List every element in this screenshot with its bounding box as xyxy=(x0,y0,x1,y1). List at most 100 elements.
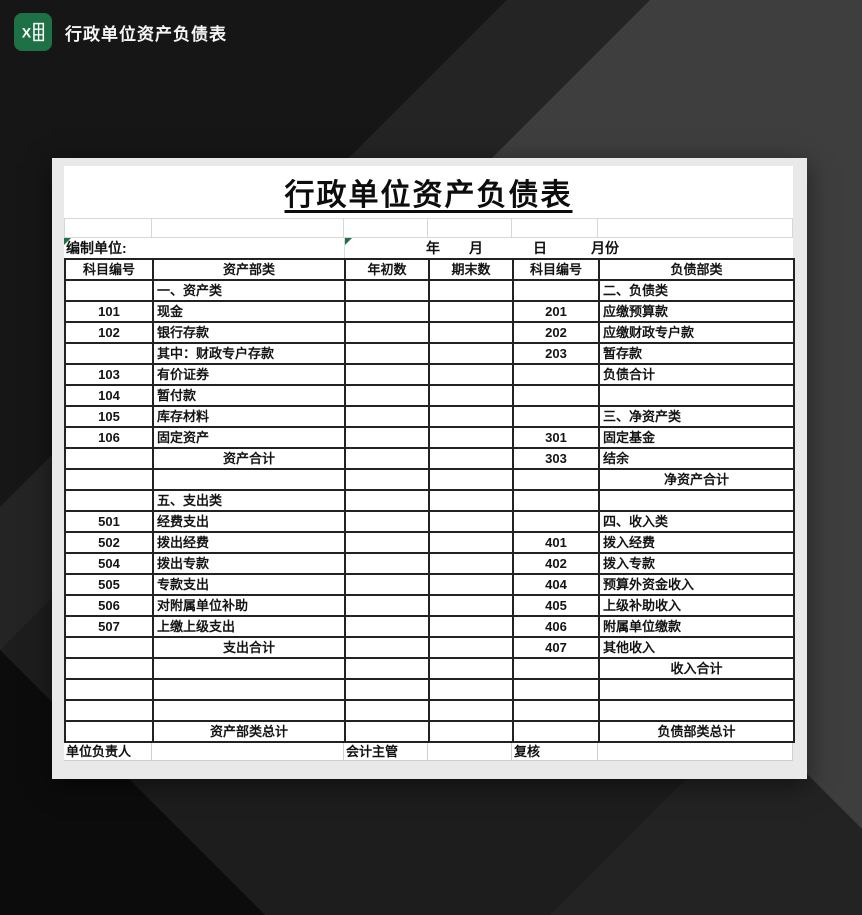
sheet-title-cell[interactable]: 行政单位资产负债表 xyxy=(64,166,793,218)
asset-code-cell[interactable]: 104 xyxy=(64,384,154,407)
ending-balance-cell[interactable] xyxy=(428,699,514,722)
liability-code-cell[interactable]: 401 xyxy=(512,531,600,554)
liability-code-cell[interactable]: 405 xyxy=(512,594,600,617)
beginning-balance-cell[interactable] xyxy=(344,426,430,449)
beginning-balance-cell[interactable] xyxy=(344,510,430,533)
liability-name-cell[interactable]: 其他收入 xyxy=(598,636,795,659)
liability-code-cell[interactable] xyxy=(512,384,600,407)
ending-balance-cell[interactable] xyxy=(428,720,514,743)
liability-name-cell[interactable] xyxy=(598,489,795,512)
liability-code-cell[interactable] xyxy=(512,678,600,701)
liability-name-cell[interactable]: 净资产合计 xyxy=(598,468,795,491)
beginning-balance-cell[interactable] xyxy=(344,615,430,638)
unit-head-signature-cell[interactable] xyxy=(152,743,344,760)
column-header-account-code-right[interactable]: 科目编号 xyxy=(512,258,600,281)
empty-cell[interactable] xyxy=(598,219,793,237)
empty-cell[interactable] xyxy=(344,219,428,237)
beginning-balance-cell[interactable] xyxy=(344,384,430,407)
liability-code-cell[interactable]: 402 xyxy=(512,552,600,575)
liability-name-cell[interactable]: 附属单位缴款 xyxy=(598,615,795,638)
asset-name-cell[interactable]: 资产部类总计 xyxy=(152,720,346,743)
asset-name-cell[interactable]: 银行存款 xyxy=(152,321,346,344)
asset-name-cell[interactable] xyxy=(152,699,346,722)
liability-name-cell[interactable]: 应缴预算款 xyxy=(598,300,795,323)
asset-code-cell[interactable]: 505 xyxy=(64,573,154,596)
liability-name-cell[interactable]: 拨入经费 xyxy=(598,531,795,554)
liability-name-cell[interactable]: 拨入专款 xyxy=(598,552,795,575)
asset-name-cell[interactable] xyxy=(152,657,346,680)
ending-balance-cell[interactable] xyxy=(428,678,514,701)
asset-name-cell[interactable]: 资产合计 xyxy=(152,447,346,470)
liability-code-cell[interactable]: 404 xyxy=(512,573,600,596)
liability-code-cell[interactable]: 301 xyxy=(512,426,600,449)
liability-code-cell[interactable] xyxy=(512,468,600,491)
ending-balance-cell[interactable] xyxy=(428,342,514,365)
chief-accountant-label-cell[interactable]: 会计主管 xyxy=(344,743,428,760)
asset-code-cell[interactable]: 101 xyxy=(64,300,154,323)
beginning-balance-cell[interactable] xyxy=(344,573,430,596)
unit-head-label-cell[interactable]: 单位负责人 xyxy=(64,743,152,760)
liability-name-cell[interactable]: 二、负债类 xyxy=(598,279,795,302)
date-cell[interactable]: 年 月 日 月份 xyxy=(344,238,793,258)
beginning-balance-cell[interactable] xyxy=(344,321,430,344)
ending-balance-cell[interactable] xyxy=(428,657,514,680)
beginning-balance-cell[interactable] xyxy=(344,594,430,617)
ending-balance-cell[interactable] xyxy=(428,615,514,638)
asset-name-cell[interactable]: 专款支出 xyxy=(152,573,346,596)
ending-balance-cell[interactable] xyxy=(428,426,514,449)
liability-name-cell[interactable]: 暂存款 xyxy=(598,342,795,365)
chief-accountant-signature-cell[interactable] xyxy=(428,743,512,760)
asset-name-cell[interactable]: 有价证券 xyxy=(152,363,346,386)
column-header-ending-balance[interactable]: 期末数 xyxy=(428,258,514,281)
liability-name-cell[interactable]: 结余 xyxy=(598,447,795,470)
beginning-balance-cell[interactable] xyxy=(344,657,430,680)
asset-code-cell[interactable]: 103 xyxy=(64,363,154,386)
liability-name-cell[interactable]: 四、收入类 xyxy=(598,510,795,533)
ending-balance-cell[interactable] xyxy=(428,279,514,302)
liability-code-cell[interactable]: 201 xyxy=(512,300,600,323)
ending-balance-cell[interactable] xyxy=(428,300,514,323)
liability-code-cell[interactable] xyxy=(512,510,600,533)
liability-name-cell[interactable]: 三、净资产类 xyxy=(598,405,795,428)
column-header-asset-category[interactable]: 资产部类 xyxy=(152,258,346,281)
empty-cell[interactable] xyxy=(152,219,344,237)
liability-name-cell[interactable] xyxy=(598,384,795,407)
beginning-balance-cell[interactable] xyxy=(344,279,430,302)
liability-name-cell[interactable]: 收入合计 xyxy=(598,657,795,680)
ending-balance-cell[interactable] xyxy=(428,321,514,344)
liability-code-cell[interactable]: 406 xyxy=(512,615,600,638)
liability-name-cell[interactable]: 固定基金 xyxy=(598,426,795,449)
liability-name-cell[interactable] xyxy=(598,678,795,701)
asset-code-cell[interactable] xyxy=(64,657,154,680)
asset-code-cell[interactable]: 501 xyxy=(64,510,154,533)
asset-name-cell[interactable]: 支出合计 xyxy=(152,636,346,659)
asset-code-cell[interactable] xyxy=(64,636,154,659)
liability-name-cell[interactable]: 应缴财政专户款 xyxy=(598,321,795,344)
asset-code-cell[interactable] xyxy=(64,468,154,491)
beginning-balance-cell[interactable] xyxy=(344,531,430,554)
liability-name-cell[interactable]: 负债部类总计 xyxy=(598,720,795,743)
asset-code-cell[interactable] xyxy=(64,489,154,512)
ending-balance-cell[interactable] xyxy=(428,468,514,491)
column-header-beginning-balance[interactable]: 年初数 xyxy=(344,258,430,281)
empty-cell[interactable] xyxy=(428,219,512,237)
ending-balance-cell[interactable] xyxy=(428,531,514,554)
asset-name-cell[interactable]: 上缴上级支出 xyxy=(152,615,346,638)
asset-name-cell[interactable]: 五、支出类 xyxy=(152,489,346,512)
asset-code-cell[interactable]: 506 xyxy=(64,594,154,617)
beginning-balance-cell[interactable] xyxy=(344,468,430,491)
ending-balance-cell[interactable] xyxy=(428,447,514,470)
asset-name-cell[interactable]: 经费支出 xyxy=(152,510,346,533)
ending-balance-cell[interactable] xyxy=(428,363,514,386)
prepared-by-cell[interactable]: 编制单位: xyxy=(64,238,344,258)
asset-name-cell[interactable]: 暂付款 xyxy=(152,384,346,407)
asset-name-cell[interactable] xyxy=(152,678,346,701)
beginning-balance-cell[interactable] xyxy=(344,678,430,701)
beginning-balance-cell[interactable] xyxy=(344,447,430,470)
beginning-balance-cell[interactable] xyxy=(344,342,430,365)
liability-name-cell[interactable]: 上级补助收入 xyxy=(598,594,795,617)
empty-cell[interactable] xyxy=(512,219,598,237)
beginning-balance-cell[interactable] xyxy=(344,636,430,659)
asset-name-cell[interactable]: 库存材料 xyxy=(152,405,346,428)
asset-name-cell[interactable]: 现金 xyxy=(152,300,346,323)
